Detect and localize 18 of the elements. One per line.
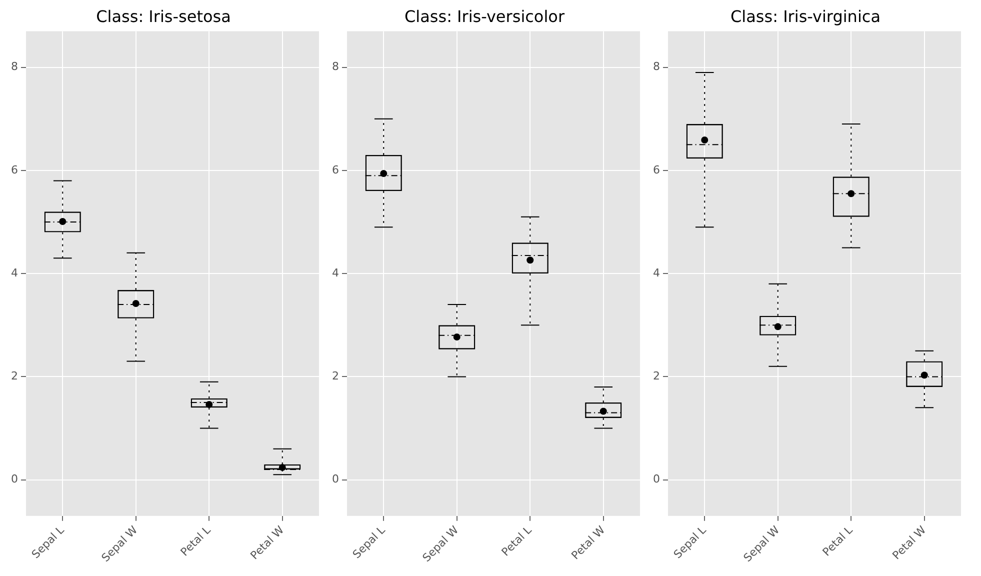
y-tick-label: 4 (332, 266, 339, 280)
y-tick-label: 0 (11, 472, 18, 486)
chart-title: Class: Iris-versicolor (404, 6, 565, 26)
y-tick-label: 4 (11, 266, 18, 280)
y-tick-label: 6 (11, 163, 18, 176)
y-tick-label: 0 (653, 472, 660, 486)
y-tick-label: 8 (653, 60, 660, 74)
y-tick-label: 0 (332, 472, 339, 486)
chart-title: Class: Iris-setosa (96, 6, 231, 26)
y-tick-label: 2 (332, 370, 339, 383)
chart-title: Class: Iris-virginica (730, 6, 880, 26)
y-tick-label: 8 (332, 60, 339, 74)
y-tick-label: 2 (653, 370, 660, 383)
y-tick-label: 2 (11, 370, 18, 383)
y-tick-label: 6 (332, 163, 339, 176)
y-tick-label: 4 (653, 266, 660, 280)
y-tick-label: 6 (653, 163, 660, 176)
y-tick-label: 8 (11, 60, 18, 74)
